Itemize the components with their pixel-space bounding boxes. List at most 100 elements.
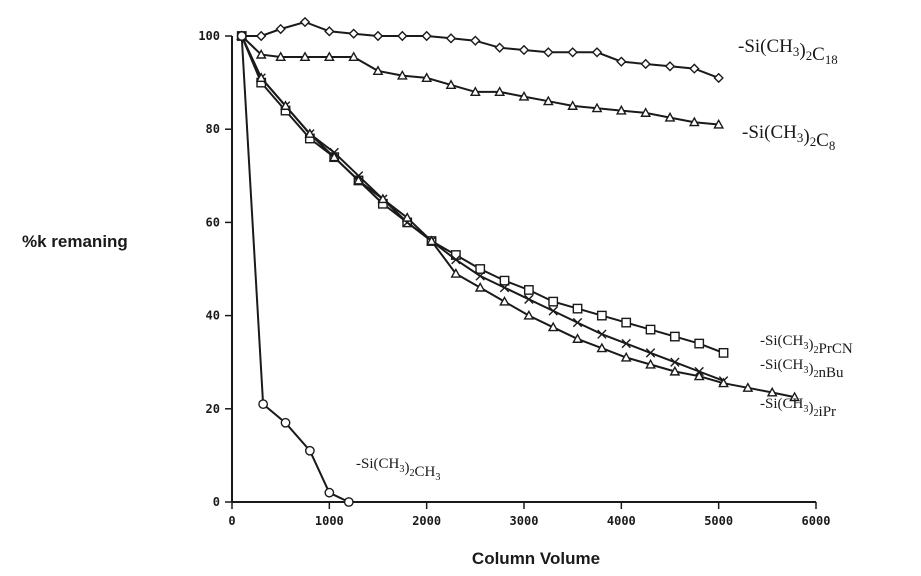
data-point: [396, 69, 408, 80]
data-point: [499, 275, 510, 286]
series-label-2: -Si(CH3)2PrCN: [760, 333, 853, 357]
y-tick-label: 100: [198, 29, 220, 43]
data-point: [324, 26, 335, 37]
data-point: [236, 31, 247, 41]
data-point: [324, 487, 335, 498]
data-point: [256, 30, 267, 42]
data-point: [591, 47, 603, 58]
y-tick-label: 0: [213, 495, 220, 509]
series-2: [236, 31, 729, 358]
series-5: [236, 31, 354, 507]
data-point: [348, 28, 359, 39]
series-line: [240, 35, 724, 354]
data-point: [518, 90, 530, 101]
data-point: [421, 30, 432, 42]
data-point: [567, 47, 578, 58]
data-point: [475, 264, 486, 274]
data-point: [401, 212, 413, 222]
data-point: [597, 329, 607, 339]
x-axis-title: Column Volume: [472, 549, 600, 568]
data-point: [620, 351, 632, 362]
data-point: [343, 497, 354, 507]
data-point: [616, 56, 627, 67]
series-label-1: -Si(CH3)2C8: [742, 122, 835, 153]
x-tick-label: 1000: [315, 514, 344, 528]
data-point: [426, 235, 437, 246]
series-labels: -Si(CH3)2C18 -Si(CH3)2C8 -Si(CH3)2PrCN -Si(…: [356, 36, 853, 483]
series-group: [236, 16, 800, 507]
data-point: [572, 333, 583, 343]
data-point: [450, 268, 462, 278]
data-point: [596, 310, 607, 321]
data-point: [258, 399, 269, 410]
data-point: [299, 16, 311, 28]
data-point: [372, 65, 384, 76]
y-tick-label: 20: [206, 402, 220, 416]
data-point: [669, 365, 681, 376]
data-point: [474, 281, 486, 292]
data-point: [621, 338, 631, 349]
data-point: [304, 128, 316, 138]
series-line: [240, 35, 795, 399]
y-tick-label: 40: [206, 309, 220, 323]
data-point: [353, 174, 364, 185]
series-4: [236, 30, 800, 402]
x-tick-label: 2000: [412, 514, 441, 528]
data-point: [664, 61, 676, 72]
data-point: [766, 386, 778, 397]
data-point: [470, 35, 481, 46]
data-point: [494, 42, 505, 53]
data-point: [548, 296, 559, 307]
series-line: [241, 20, 720, 79]
x-tick-label: 3000: [510, 514, 539, 528]
series-line: [240, 35, 350, 503]
data-point: [718, 377, 729, 388]
data-point: [499, 282, 510, 293]
data-point: [255, 72, 267, 83]
x-axis-ticks: 0 1000 2000 3000 4000 5000 6000: [228, 502, 830, 528]
data-point: [694, 338, 705, 349]
series-0: [236, 16, 724, 84]
data-point: [469, 86, 481, 96]
series-label-5: -Si(CH3)2CH3: [356, 456, 440, 483]
data-point: [572, 303, 583, 314]
data-point: [377, 193, 389, 204]
data-point: [304, 445, 315, 456]
data-point: [372, 30, 384, 42]
series-label-0: -Si(CH3)2C18: [738, 36, 838, 67]
x-tick-label: 6000: [802, 514, 831, 528]
data-point: [323, 51, 335, 62]
y-axis-ticks: 0 20 40 60 80 100: [198, 29, 232, 509]
data-point: [567, 100, 579, 110]
data-point: [397, 30, 408, 42]
data-point: [742, 382, 754, 392]
series-label-4: -Si(CH3)2iPr: [760, 396, 836, 420]
data-point: [280, 417, 291, 428]
data-point: [670, 357, 680, 367]
data-point: [640, 107, 652, 117]
data-point: [548, 306, 558, 316]
data-point: [523, 309, 535, 320]
x-tick-label: 0: [228, 514, 235, 528]
data-point: [789, 391, 800, 402]
data-point: [255, 48, 267, 59]
data-point: [328, 151, 340, 162]
data-point: [664, 111, 676, 122]
data-point: [640, 58, 651, 70]
data-point: [499, 295, 510, 306]
data-point: [572, 317, 583, 328]
data-point: [547, 321, 559, 332]
data-point: [524, 294, 534, 304]
data-point: [523, 285, 534, 295]
data-point: [445, 79, 457, 89]
data-point: [591, 102, 603, 113]
data-point: [689, 63, 700, 74]
data-point: [615, 104, 627, 115]
data-point: [713, 72, 724, 84]
data-point: [718, 347, 729, 358]
data-point: [494, 86, 506, 96]
data-point: [275, 23, 286, 35]
y-axis-title: %k remaning: [22, 232, 128, 251]
data-point: [445, 33, 457, 44]
